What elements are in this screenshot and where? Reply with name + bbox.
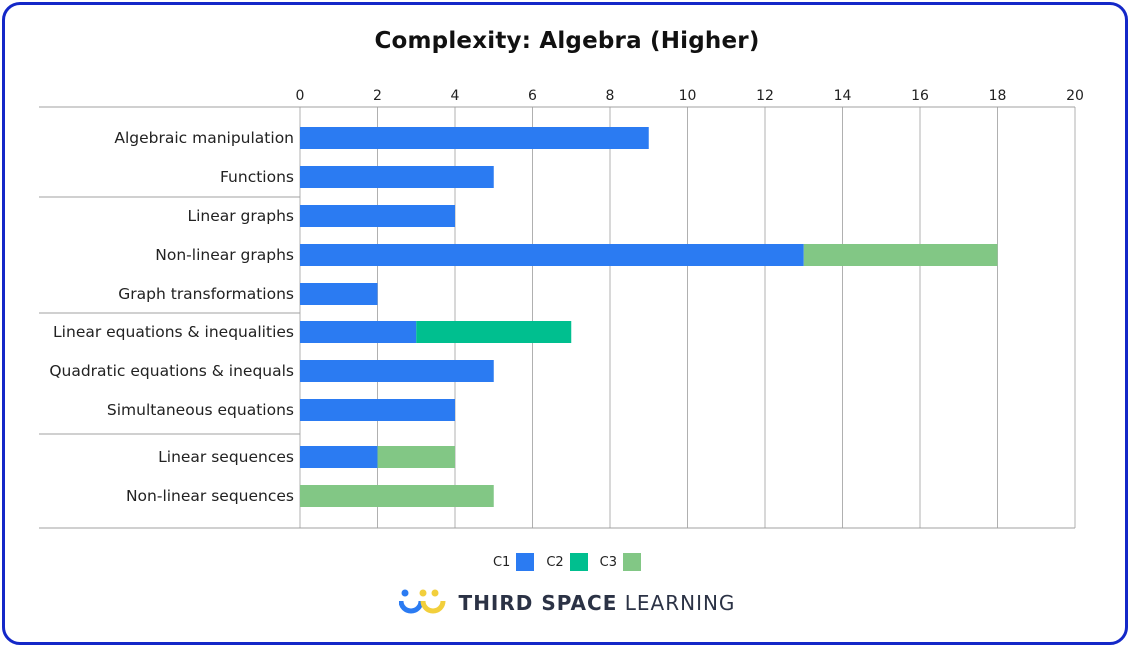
- legend-item: C1: [492, 553, 535, 571]
- category-label: Linear sequences: [158, 448, 294, 466]
- legend-item: C3: [599, 553, 642, 571]
- bar-c1: [300, 360, 494, 382]
- category-label: Linear graphs: [187, 207, 294, 225]
- x-tick-label: 18: [989, 88, 1007, 104]
- legend-label: C2: [546, 554, 564, 570]
- bar-c1: [300, 446, 378, 468]
- category-label: Functions: [220, 168, 294, 186]
- x-tick-label: 4: [451, 88, 460, 104]
- bar-c1: [300, 244, 804, 266]
- brand-name: THIRD SPACE LEARNING: [459, 591, 736, 615]
- bar-chart: 0 2 4 6 8 10 12 14 16 18 20 Algebraic manipulation F…: [39, 88, 1084, 529]
- bar-c3: [377, 446, 455, 468]
- bar-c2: [416, 321, 572, 343]
- x-tick-label: 8: [606, 88, 615, 104]
- category-label: Algebraic manipulation: [114, 129, 294, 147]
- x-tick-label: 2: [373, 88, 382, 104]
- legend-item: C2: [546, 553, 588, 571]
- legend-swatch: [516, 553, 535, 571]
- bar-c1: [300, 399, 455, 421]
- x-tick-label: 14: [834, 88, 852, 104]
- category-label: Non-linear graphs: [155, 246, 294, 264]
- category-label: Non-linear sequences: [126, 487, 294, 505]
- bar-c1: [300, 205, 455, 227]
- legend-swatch: [623, 553, 642, 571]
- legend-label: C1: [492, 554, 511, 570]
- category-label: Simultaneous equations: [107, 401, 294, 419]
- category-label: Quadratic equations & inequals: [49, 362, 294, 380]
- bar-c1: [300, 127, 649, 149]
- chart-legend: C1 C2 C3: [0, 553, 1134, 571]
- x-tick-label: 0: [296, 88, 305, 104]
- category-label: Graph transformations: [118, 285, 294, 303]
- third-space-learning-logo-icon: [398, 589, 446, 614]
- bar-c1: [300, 283, 378, 305]
- x-tick-label: 10: [679, 88, 697, 104]
- x-tick-label: 12: [756, 88, 774, 104]
- bar-c1: [300, 321, 417, 343]
- legend-swatch: [569, 553, 588, 571]
- bar-c3: [300, 485, 494, 507]
- chart-title: Complexity: Algebra (Higher): [374, 28, 760, 54]
- bar-c1: [300, 166, 494, 188]
- brand-name-light: LEARNING: [624, 591, 736, 615]
- brand-logo: THIRD SPACE LEARNING: [0, 588, 1134, 618]
- x-tick-label: 6: [528, 88, 537, 104]
- brand-name-bold: THIRD SPACE: [458, 591, 618, 615]
- x-tick-label: 20: [1066, 88, 1084, 104]
- legend-label: C3: [599, 554, 618, 570]
- bar-c3: [803, 244, 998, 266]
- category-label: Linear equations & inequalities: [53, 323, 294, 341]
- x-tick-label: 16: [911, 88, 929, 104]
